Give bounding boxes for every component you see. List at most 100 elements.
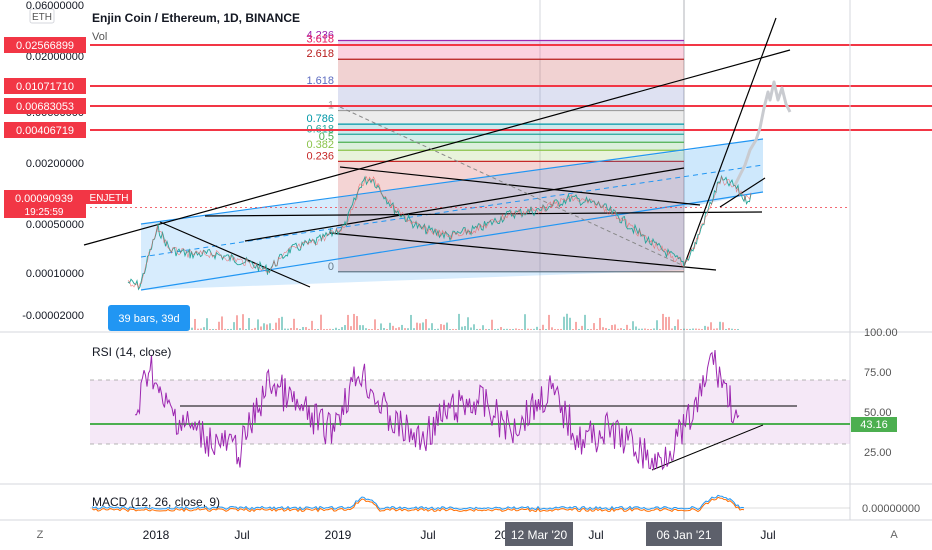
volume-bar (548, 314, 550, 330)
fib-level-label: 0.5 (319, 131, 334, 143)
volume-bar (296, 328, 298, 330)
volume-bar (290, 327, 292, 330)
channel-lower-line[interactable] (140, 191, 764, 291)
fib-zone (338, 110, 684, 125)
volume-bar (560, 328, 562, 330)
volume-bar (284, 328, 286, 330)
volume-bar (275, 322, 277, 330)
time-highlight-2-text: 06 Jan '21 (656, 528, 711, 542)
symbol-badge-box[interactable] (29, 8, 55, 24)
time-axis-label: 2018 (143, 528, 170, 542)
volume-bar (311, 320, 313, 330)
fib-zone (338, 40, 684, 45)
volume-bar (218, 321, 220, 330)
volume-bar (266, 324, 268, 330)
volume-bar (329, 328, 331, 330)
volume-bar (692, 328, 694, 330)
rsi-support-line[interactable] (651, 424, 764, 471)
volume-bar (260, 326, 262, 330)
volume-bar (737, 328, 739, 330)
volume-bar (455, 328, 457, 330)
ticker-tag (86, 190, 132, 204)
volume-bar (335, 327, 337, 330)
trendline-wedge (719, 177, 766, 208)
volume-bar (530, 328, 532, 330)
volume-bar (569, 317, 571, 330)
volume-bar (341, 327, 343, 330)
volume-bar (623, 328, 625, 330)
volume-bar (644, 328, 646, 330)
volume-bar (725, 328, 727, 330)
volume-bar (206, 318, 208, 330)
volume-bar (506, 328, 508, 330)
volume-bar (590, 328, 592, 330)
volume-bar (242, 314, 244, 330)
current-price-countdown: 19:25:59 (25, 207, 64, 218)
fib-retracement[interactable]: 4.2363.6182.6181.61810.7860.6180.50.3820… (306, 30, 684, 273)
time-axis[interactable]: 2018 Jul 2019 Jul 20 Jul Jul (143, 528, 776, 542)
volume-bar (326, 328, 328, 330)
fib-level-label: 1.618 (306, 75, 334, 87)
volume-bar (524, 314, 526, 330)
time-axis-label: Jul (234, 528, 249, 542)
channel-right-fill (684, 139, 763, 208)
volume-bar (425, 319, 427, 330)
volume-bar (395, 328, 397, 330)
current-price-value: 0.00090939 (15, 193, 73, 205)
volume-bar (215, 328, 217, 330)
projection-path[interactable] (733, 80, 792, 186)
volume-bar (419, 323, 421, 330)
volume-bar (458, 313, 460, 330)
volume-bar (209, 328, 211, 330)
volume-bar (731, 328, 733, 330)
level-badge-text: 0.02566899 (16, 40, 74, 52)
volume-bar (716, 328, 718, 330)
trend-lines[interactable] (83, 17, 791, 288)
time-axis-label: 2019 (325, 528, 352, 542)
volume-bar (410, 314, 412, 330)
channel-upper-line[interactable] (140, 138, 764, 225)
volume-bar (194, 318, 196, 330)
volume-bar (551, 327, 553, 330)
volume-bar (572, 329, 574, 330)
price-axis-label: 0.00050000 (26, 219, 84, 231)
volume-bar (632, 321, 634, 330)
level-lines[interactable] (90, 44, 932, 131)
volume-bar (638, 328, 640, 330)
rsi-current-value: 43.16 (860, 419, 888, 431)
auto-scale-button[interactable]: A (890, 529, 898, 541)
time-axis-label: Jul (588, 528, 603, 542)
volume-bar (221, 316, 223, 330)
volume-bar (236, 315, 238, 330)
fib-zone (338, 142, 684, 151)
volume-bar (368, 328, 370, 330)
volume-bar (437, 328, 439, 330)
volume-bar (431, 323, 433, 330)
macd-signal-line (91, 496, 745, 513)
volume-bar (704, 325, 706, 330)
volume-bar (473, 324, 475, 330)
volume-bar (428, 328, 430, 330)
volume-bar (314, 329, 316, 330)
volume-bar (407, 328, 409, 330)
rsi-axis[interactable]: 100.00 75.00 50.00 25.00 (864, 327, 898, 459)
symbol-badge[interactable]: ETH (32, 12, 52, 23)
macd-axis-label: 0.00000000 (862, 503, 920, 515)
volume-bar (374, 319, 376, 330)
channel-left-fill (141, 151, 684, 290)
volume-bar (200, 328, 202, 330)
range-tooltip-text: 39 bars, 39d (118, 313, 179, 325)
fib-level-label: 0.786 (306, 113, 334, 125)
price-axis[interactable]: 0.060000000.020000000.006000000.00200000… (22, 0, 84, 322)
volume-bar (656, 320, 658, 330)
rsi-axis-label: 75.00 (864, 367, 892, 379)
rsi-series[interactable] (135, 349, 740, 471)
fib-level-label: 3.618 (306, 34, 334, 46)
volume-bar (521, 328, 523, 330)
volume-bar (212, 328, 214, 330)
trendline-steep (683, 17, 777, 267)
zoom-button[interactable]: Z (37, 529, 44, 541)
volume-bar (629, 328, 631, 330)
volume-bar (650, 329, 652, 330)
